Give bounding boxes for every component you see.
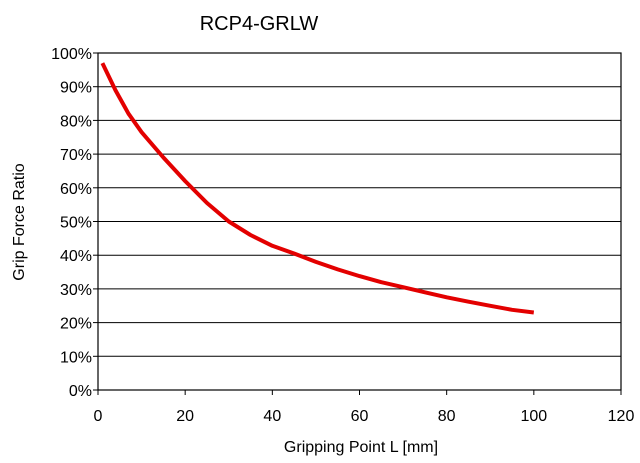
x-tick-label: 40 — [263, 408, 281, 425]
x-tick-label: 20 — [176, 408, 194, 425]
grid-layer — [98, 86, 621, 357]
y-tick-label: 70% — [60, 147, 92, 164]
x-tick-label: 60 — [351, 408, 369, 425]
y-tick-label: 30% — [60, 282, 92, 299]
x-tick-labels: 0 20 40 60 80 100 120 — [94, 390, 635, 425]
y-tick-label: 20% — [60, 316, 92, 333]
y-tick-label: 10% — [60, 349, 92, 366]
chart-title: RCP4-GRLW — [200, 13, 319, 35]
series-line-0 — [100, 62, 535, 315]
y-tick-label: 0% — [69, 383, 92, 400]
y-tick-label: 100% — [51, 46, 92, 63]
x-tick-label: 100 — [520, 408, 547, 425]
y-tick-label: 80% — [60, 113, 92, 130]
x-tick-label: 0 — [94, 408, 103, 425]
y-axis-label: Grip Force Ratio — [11, 163, 28, 280]
x-axis-label: Gripping Point L [mm] — [284, 439, 438, 456]
series-layer — [100, 62, 535, 315]
x-tick-label: 120 — [608, 408, 635, 425]
y-tick-labels: 0% 10% 20% 30% 40% 50% 60% 70% 80% 90% 100% — [51, 46, 98, 400]
y-tick-label: 40% — [60, 248, 92, 265]
y-tick-label: 90% — [60, 80, 92, 97]
y-tick-label: 60% — [60, 181, 92, 198]
y-tick-label: 50% — [60, 215, 92, 232]
x-tick-label: 80 — [438, 408, 456, 425]
